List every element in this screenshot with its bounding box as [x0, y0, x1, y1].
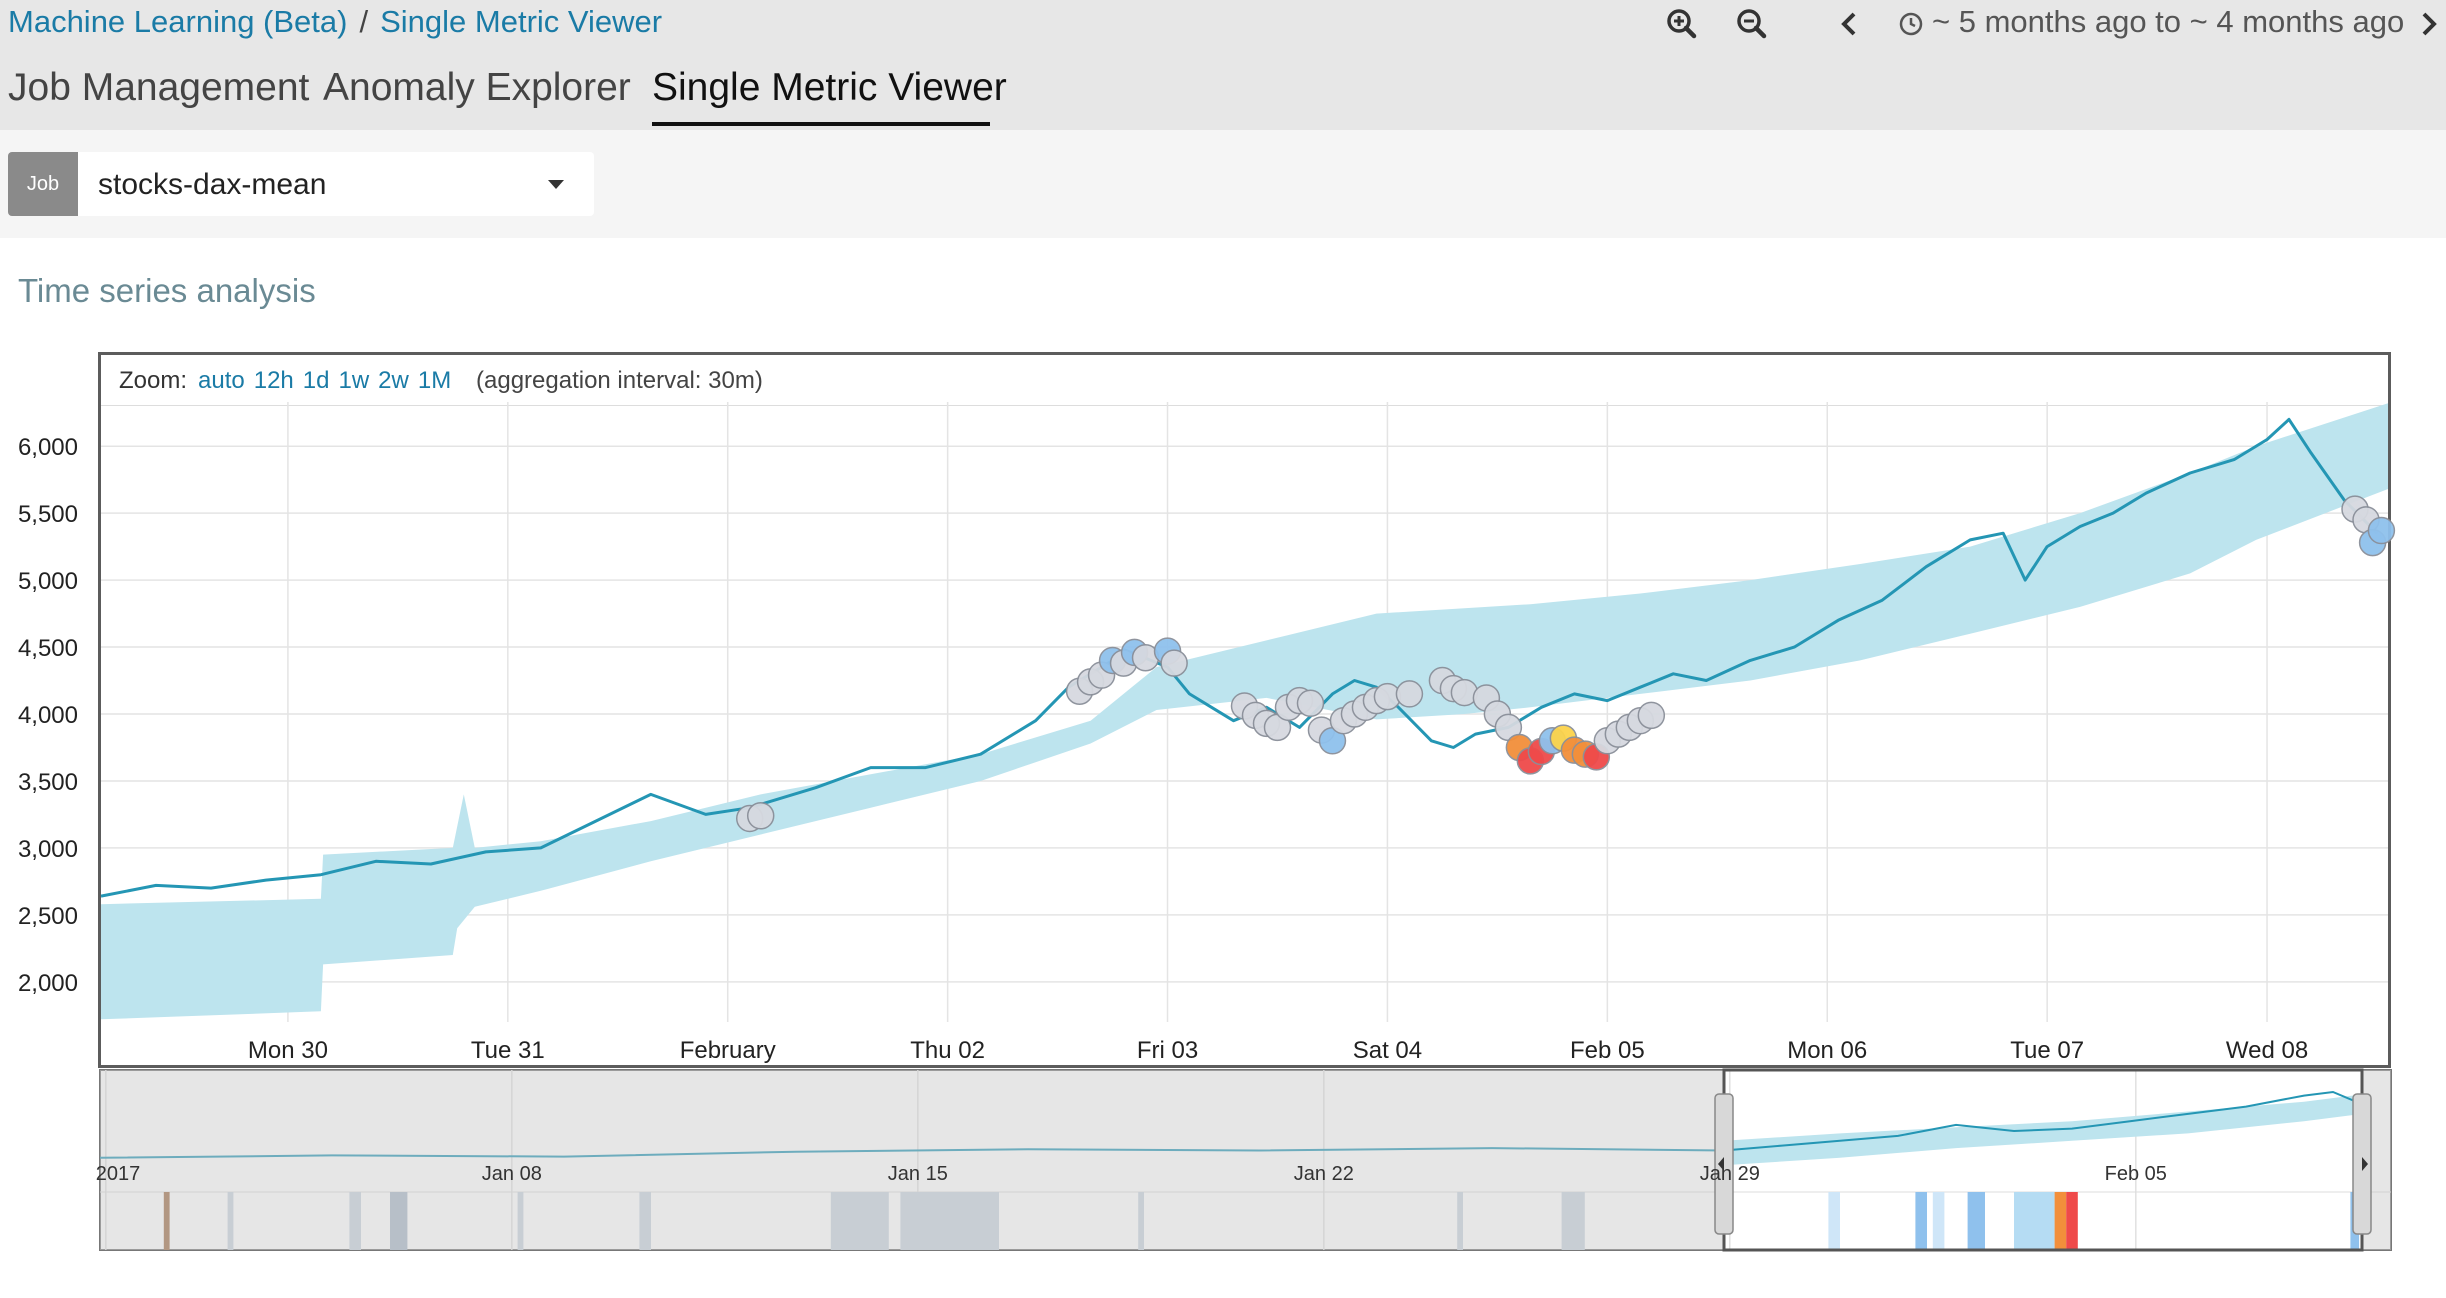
- context-selection-brush: [1722, 1068, 2364, 1252]
- swimlane-cell: [1932, 1192, 1945, 1250]
- top-bar: Machine Learning (Beta) / Single Metric Vi…: [0, 0, 2446, 130]
- breadcrumb-single-metric-link[interactable]: Single Metric Viewer: [380, 4, 663, 39]
- zoom-12h-link[interactable]: 12h: [253, 367, 294, 394]
- context-line: [99, 1090, 2363, 1159]
- y-tick-label: 5,000: [18, 568, 78, 595]
- job-label: Job: [8, 152, 78, 216]
- zoom-2w-link[interactable]: 2w: [378, 367, 409, 394]
- zoom-1m-link[interactable]: 1M: [417, 367, 452, 394]
- swimlane-cell: [2350, 1192, 2360, 1250]
- brush-handle-right: [2352, 1093, 2372, 1235]
- y-tick-label: 2,500: [18, 903, 78, 930]
- zoom-1d-link[interactable]: 1d: [302, 367, 330, 394]
- section-title: Time series analysis: [18, 272, 316, 309]
- chevron-right-icon: [2422, 12, 2437, 36]
- tab-anomaly-explorer[interactable]: Anomaly Explorer: [323, 66, 631, 109]
- swimlane-cell: [639, 1192, 651, 1250]
- tab-single-metric-viewer[interactable]: Single Metric Viewer: [652, 66, 1007, 109]
- swimlane-cell: [1561, 1192, 1585, 1250]
- chevron-left-icon: [1718, 1157, 1724, 1171]
- swimlane-cell: [2014, 1192, 2055, 1250]
- zoom-options: auto 12h 1d 1w 2w 1M: [198, 367, 460, 395]
- swimlane-cell: [349, 1192, 361, 1250]
- context-tick-label: Jan 08: [482, 1163, 542, 1185]
- previous-range-button[interactable]: [1832, 2, 1868, 46]
- y-tick-label: 4,500: [18, 635, 78, 662]
- swimlane-cell: [390, 1192, 408, 1250]
- context-tick-label: Jan 15: [888, 1163, 948, 1185]
- swimlane-cell: [1967, 1192, 1985, 1250]
- job-select-value: stocks-dax-mean: [98, 168, 327, 201]
- context-unselected-mask: [2362, 1070, 2391, 1250]
- aggregation-interval: (aggregation interval: 30m): [476, 367, 763, 394]
- zoom-out-icon: [1737, 9, 1767, 39]
- context-chart-panel: [99, 1069, 2392, 1251]
- swimlane-cell: [2066, 1192, 2078, 1250]
- y-tick-label: 2,000: [18, 970, 78, 997]
- context-unselected-mask: [100, 1070, 1724, 1250]
- time-range-label: ~ 5 months ago to ~ 4 months ago: [1932, 4, 2405, 39]
- context-tick-label: Jan 22: [1294, 1163, 1354, 1185]
- context-tick-label: 2017: [96, 1163, 141, 1185]
- caret-down-icon: [548, 180, 564, 189]
- swimlane-cell: [900, 1192, 999, 1250]
- swimlane-cell: [163, 1192, 170, 1250]
- tab-job-management[interactable]: Job Management: [8, 66, 310, 109]
- zoom-in-button[interactable]: [1660, 2, 1704, 46]
- zoom-1w-link[interactable]: 1w: [338, 367, 370, 394]
- y-tick-label: 4,000: [18, 702, 78, 729]
- swimlane-cell: [1457, 1192, 1463, 1250]
- job-selector-bar: Job stocks-dax-mean: [0, 130, 2446, 238]
- zoom-label: Zoom:: [119, 367, 188, 394]
- clock-icon: [1899, 12, 1923, 36]
- context-bounds-area: [1724, 1094, 2362, 1166]
- context-tick-label: Feb 05: [2105, 1163, 2167, 1185]
- swimlane-cell: [1915, 1192, 1927, 1250]
- zoom-in-icon: [1667, 9, 1697, 39]
- y-tick-label: 3,500: [18, 769, 78, 796]
- active-tab-indicator: [652, 122, 990, 126]
- y-tick-label: 6,000: [18, 434, 78, 461]
- y-tick-label: 3,000: [18, 836, 78, 863]
- zoom-out-button[interactable]: [1730, 2, 1774, 46]
- swimlane-cell: [2054, 1192, 2067, 1250]
- context-tick-label: Jan 29: [1700, 1163, 1760, 1185]
- breadcrumb: Machine Learning (Beta) / Single Metric Vi…: [8, 4, 662, 40]
- swimlane-cell: [227, 1192, 234, 1250]
- swimlane-cell: [517, 1192, 524, 1250]
- swimlane-cell: [1138, 1192, 1144, 1250]
- swimlane-cell: [1828, 1192, 1840, 1250]
- next-range-button[interactable]: [2410, 2, 2446, 46]
- y-tick-label: 5,500: [18, 501, 78, 528]
- zoom-bar: Zoom: auto 12h 1d 1w 2w 1M (aggregation inter…: [101, 355, 2388, 406]
- breadcrumb-separator: /: [359, 4, 369, 39]
- time-picker[interactable]: ~ 5 months ago to ~ 4 months ago: [1896, 2, 2404, 46]
- breadcrumb-ml-link[interactable]: Machine Learning (Beta): [8, 4, 348, 39]
- chevron-left-icon: [1841, 12, 1856, 36]
- focus-chart-panel: Zoom: auto 12h 1d 1w 2w 1M (aggregation inter…: [98, 352, 2391, 1068]
- brush-handle-left: [1714, 1093, 1734, 1235]
- job-select[interactable]: stocks-dax-mean: [78, 152, 594, 216]
- swimlane-cell: [830, 1192, 889, 1250]
- chevron-right-icon: [2362, 1157, 2368, 1171]
- zoom-auto-link[interactable]: auto: [198, 367, 245, 394]
